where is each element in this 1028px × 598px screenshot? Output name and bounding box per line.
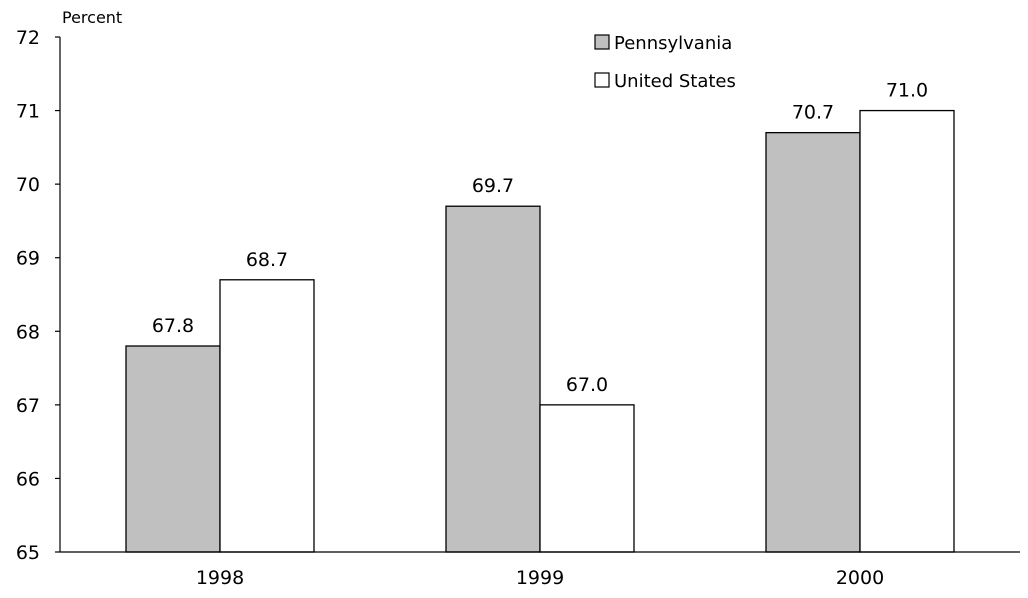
y-tick-label: 65 — [16, 542, 40, 564]
legend-swatch-pennsylvania — [594, 34, 610, 50]
y-tick-label: 68 — [16, 321, 40, 343]
bar-pennsylvania-2000 — [765, 131, 861, 553]
bar-united-states-1998 — [219, 279, 315, 553]
data-label: 69.7 — [472, 175, 514, 197]
legend-label: United States — [614, 71, 736, 92]
y-tick-label: 72 — [16, 27, 40, 49]
x-tick-label: 2000 — [836, 567, 884, 589]
bar-pennsylvania-1998 — [125, 345, 221, 553]
legend: Pennsylvania United States — [594, 33, 736, 92]
data-label: 68.7 — [246, 249, 288, 271]
data-label: 71.0 — [886, 80, 928, 102]
legend-swatch-united-states — [594, 72, 610, 88]
bar-pennsylvania-1999 — [445, 205, 541, 553]
bar-united-states-1999 — [539, 404, 635, 553]
data-labels: 67.8 68.7 69.7 67.0 70.7 71.0 — [152, 80, 928, 396]
y-tick-label: 71 — [16, 101, 40, 123]
y-tick-label: 70 — [16, 174, 40, 196]
x-axis-ticks: 1998 1999 2000 — [196, 567, 884, 589]
x-tick-label: 1999 — [516, 567, 564, 589]
data-label: 70.7 — [792, 102, 834, 124]
x-tick-label: 1998 — [196, 567, 244, 589]
data-label: 67.0 — [566, 374, 608, 396]
legend-label: Pennsylvania — [614, 33, 732, 54]
y-axis-ticks: 65 66 67 68 69 70 71 72 — [16, 27, 60, 564]
y-tick-label: 69 — [16, 248, 40, 270]
data-label: 67.8 — [152, 315, 194, 337]
y-axis-label: Percent — [62, 8, 122, 27]
bars — [125, 109, 955, 553]
y-tick-label: 67 — [16, 395, 40, 417]
bar-united-states-2000 — [859, 109, 955, 553]
y-tick-label: 66 — [16, 468, 40, 490]
